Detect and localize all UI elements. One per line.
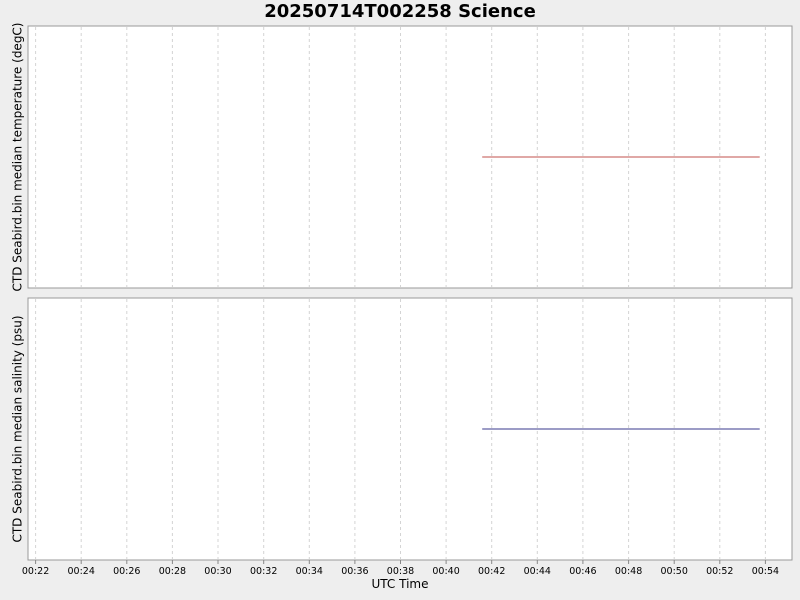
x-tick-label: 00:36 (341, 566, 368, 577)
x-tick-label: 00:26 (113, 566, 140, 577)
x-tick-label: 00:48 (615, 566, 642, 577)
chart-title: 20250714T002258 Science (264, 1, 536, 22)
x-tick-label: 00:42 (478, 566, 505, 577)
x-tick-label: 00:40 (432, 566, 459, 577)
x-axis: 00:22 00:24 00:26 00:28 00:30 00:32 00:34 00:36… (22, 560, 779, 577)
x-tick-label: 00:30 (204, 566, 231, 577)
y-axis-label-temperature: CTD Seabird.bin median temperature (degC… (10, 22, 24, 292)
x-tick-label: 00:28 (159, 566, 186, 577)
gridlines (35, 27, 766, 559)
y-axis-label-salinity: CTD Seabird.bin median salinity (psu) (10, 315, 25, 543)
x-axis-label: UTC Time (371, 577, 429, 591)
x-tick-label: 00:24 (68, 566, 95, 577)
x-tick-label: 00:22 (22, 566, 49, 577)
x-tick-label: 00:44 (524, 566, 551, 577)
x-tick-label: 00:52 (706, 566, 733, 577)
x-tick-label: 00:32 (250, 566, 277, 577)
x-tick-label: 00:46 (569, 566, 596, 577)
series-layer (482, 156, 760, 430)
x-tick-label: 00:54 (752, 566, 779, 577)
x-tick-label: 00:38 (387, 566, 414, 577)
x-tick-label: 00:50 (661, 566, 688, 577)
x-tick-label: 00:34 (296, 566, 323, 577)
